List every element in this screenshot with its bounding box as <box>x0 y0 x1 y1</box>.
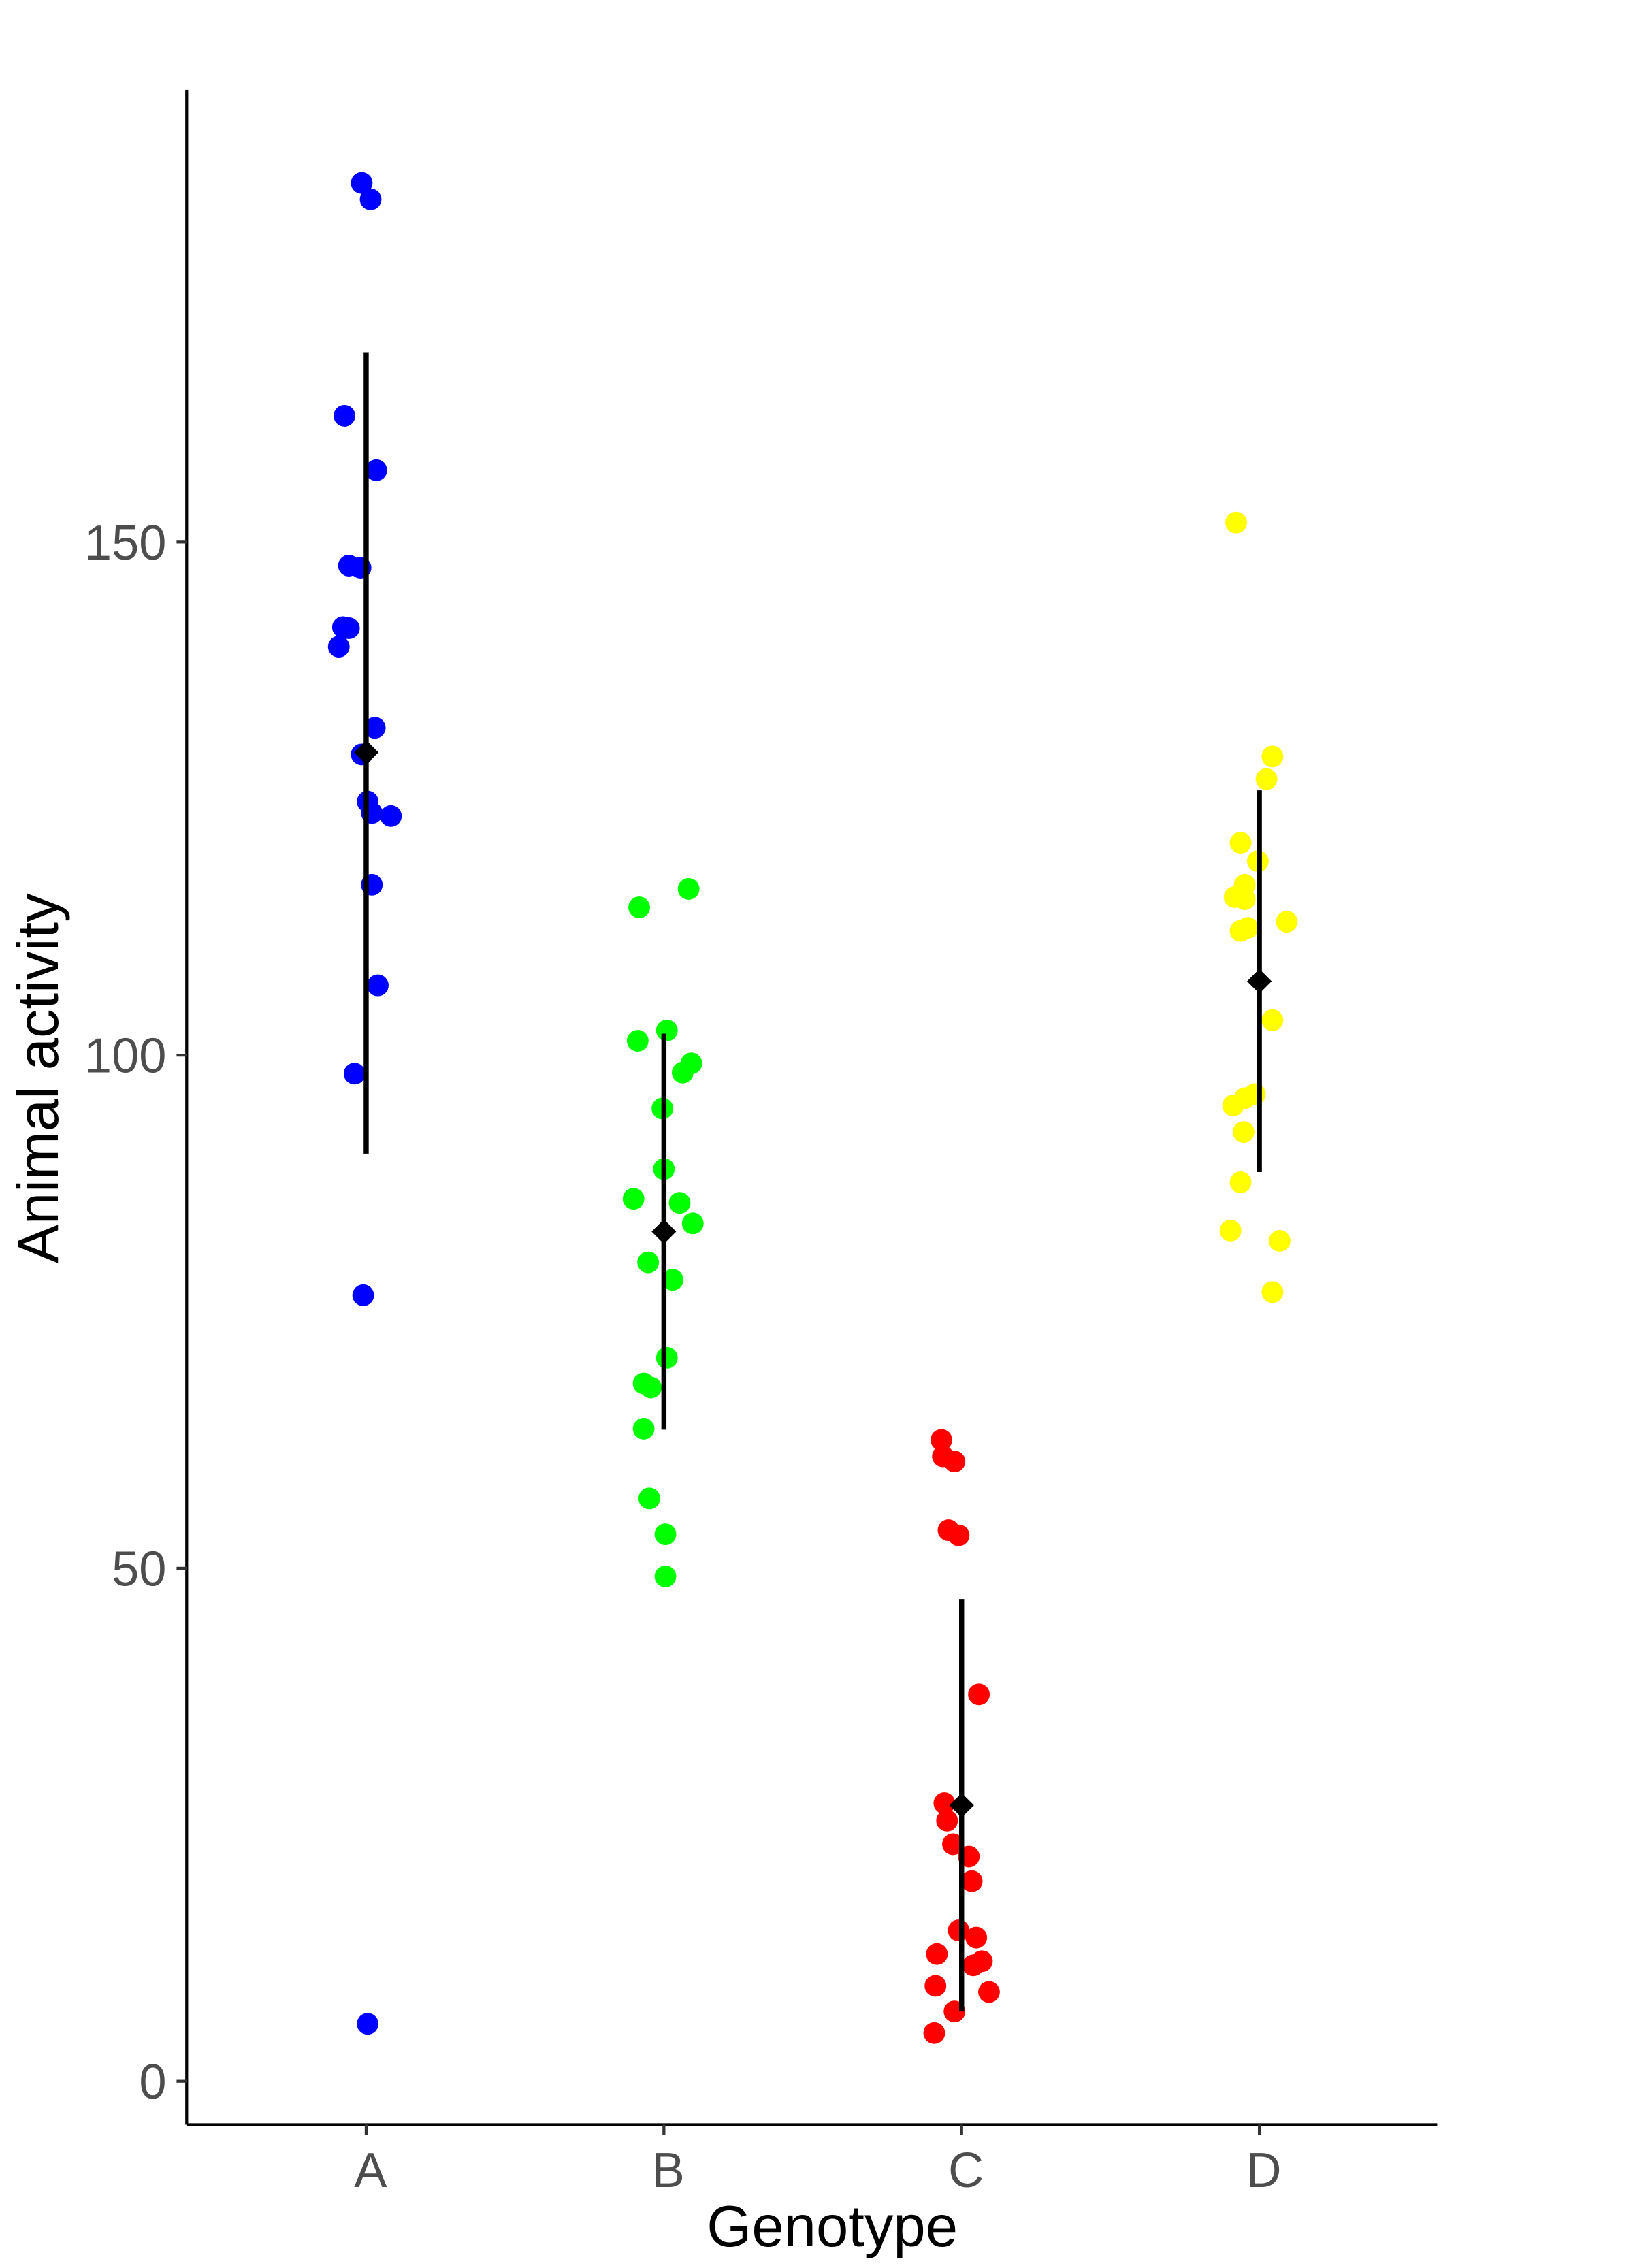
x-tick-label: D <box>1246 2143 1281 2198</box>
data-point <box>334 404 355 427</box>
data-point <box>654 1523 677 1546</box>
data-point <box>965 1926 988 1949</box>
data-point <box>968 1683 990 1706</box>
x-tick-label: C <box>948 2143 984 2198</box>
series-C <box>923 1429 1000 2044</box>
data-point <box>626 1030 649 1052</box>
data-point <box>632 1417 655 1440</box>
data-point <box>931 1429 952 1451</box>
data-point <box>1276 911 1298 933</box>
data-point <box>1222 1095 1244 1116</box>
data-point <box>327 636 350 658</box>
data-point <box>923 2022 945 2044</box>
data-point <box>948 1524 970 1546</box>
data-point <box>628 896 650 918</box>
axes: 0 50 100 150 A B C D <box>84 89 1438 2198</box>
data-point <box>1233 888 1256 910</box>
data-point <box>1261 745 1284 768</box>
x-axis-title: Genotype <box>707 2194 958 2259</box>
data-point <box>924 1975 947 1997</box>
data-point <box>1229 832 1252 854</box>
data-point <box>677 877 700 900</box>
series-B <box>622 877 704 1587</box>
data-point <box>622 1188 645 1210</box>
data-point <box>1225 511 1247 534</box>
data-point <box>343 1063 366 1085</box>
data-point <box>1261 1281 1284 1303</box>
y-tick-label: 50 <box>112 1542 166 1596</box>
data-point <box>1268 1230 1291 1252</box>
series-D <box>1219 511 1298 1303</box>
y-tick-label: 100 <box>84 1029 167 1084</box>
data-point <box>962 1954 984 1977</box>
data-point <box>1261 1009 1284 1031</box>
data-point <box>338 617 360 639</box>
data-point <box>668 1192 691 1214</box>
data-point <box>671 1061 694 1084</box>
data-point <box>978 1981 1000 2003</box>
data-point <box>943 1451 966 1473</box>
data-point <box>357 2013 379 2035</box>
mean-marker <box>1247 969 1272 994</box>
data-point <box>351 172 373 194</box>
data-point <box>942 1833 964 1856</box>
data-point <box>1229 920 1252 942</box>
data-point <box>1232 1121 1255 1144</box>
data-point <box>656 1346 678 1369</box>
data-point <box>359 188 382 210</box>
data-point <box>933 1792 956 1815</box>
data-point <box>352 1284 374 1306</box>
y-tick-label: 0 <box>139 2055 166 2109</box>
x-tick-label: B <box>652 2143 685 2198</box>
data-point <box>654 1566 677 1587</box>
data-point <box>1255 768 1278 790</box>
data-point <box>365 459 387 481</box>
y-tick-label: 150 <box>84 516 167 570</box>
x-tick-label: A <box>354 2143 387 2198</box>
data-point <box>936 1809 958 1832</box>
data-point <box>662 1269 683 1291</box>
data-marks <box>327 172 1298 2044</box>
mean-marker <box>949 1793 974 1818</box>
data-point <box>638 1487 660 1510</box>
data-point <box>656 1019 678 1041</box>
data-point <box>640 1376 662 1399</box>
y-axis-title: Animal activity <box>6 893 71 1263</box>
data-point <box>1229 1171 1252 1194</box>
series-A <box>327 172 402 2035</box>
data-point <box>380 805 402 827</box>
data-point <box>960 1870 983 1892</box>
data-point <box>363 717 386 739</box>
data-point <box>681 1212 704 1235</box>
data-point <box>367 974 389 997</box>
mean-marker <box>651 1219 677 1244</box>
data-point <box>1219 1219 1242 1242</box>
data-point <box>637 1251 660 1274</box>
data-point <box>926 1943 948 1965</box>
